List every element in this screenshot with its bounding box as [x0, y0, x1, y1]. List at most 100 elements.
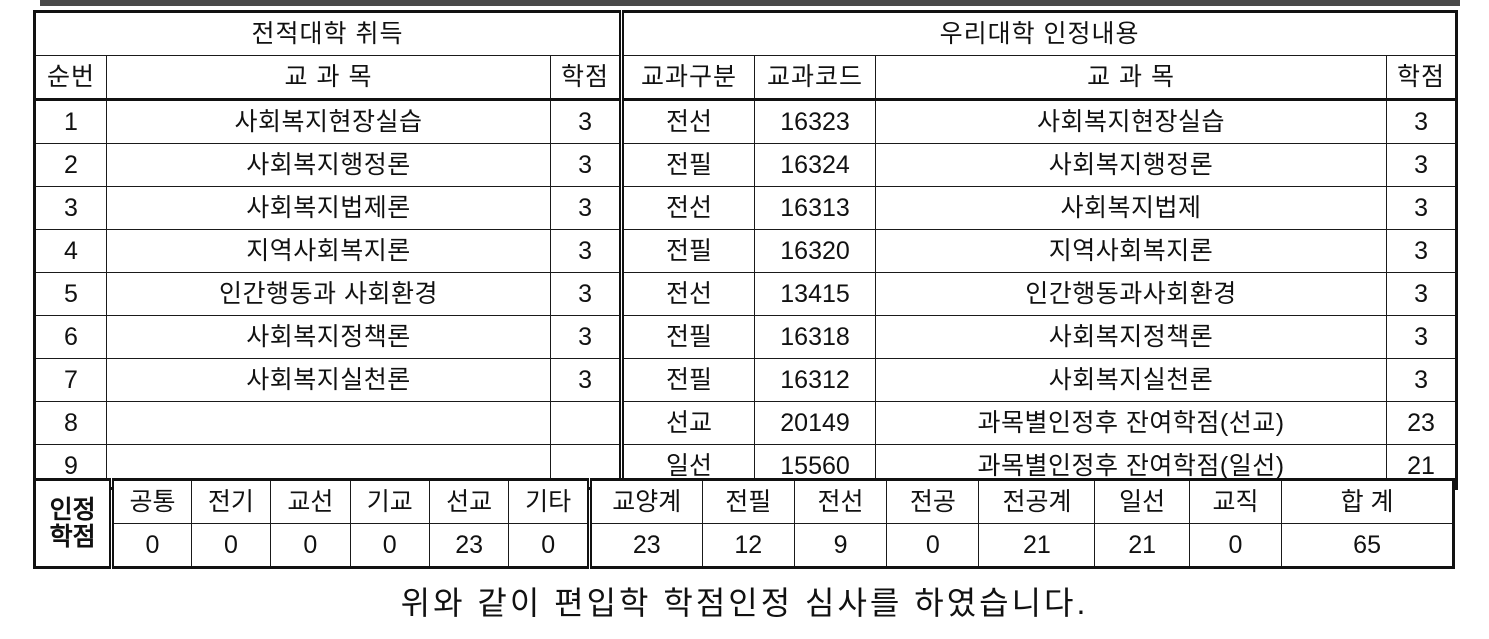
- summary-header-gigyo: 기교: [349, 478, 430, 524]
- cell-left-subject: 인간행동과 사회환경: [106, 272, 551, 316]
- cell-left-subject: 지역사회복지론: [106, 229, 551, 273]
- summary-row-label: 인정 학점: [32, 478, 115, 568]
- summary-value-gongtong: 0: [109, 523, 192, 569]
- summary-value-jeongi: 0: [190, 523, 272, 569]
- summary-value-seongyo: 23: [428, 523, 510, 569]
- summary-header-ilseon: 일선: [1094, 478, 1190, 524]
- cell-right-subject: 사회복지행정론: [875, 143, 1388, 187]
- cell-right-subject: 과목별인정후 잔여학점(선교): [875, 401, 1388, 445]
- cell-left-subject: 사회복지법제론: [106, 186, 551, 230]
- cell-right-subject: 사회복지정책론: [875, 315, 1388, 359]
- summary-header-seongyo: 선교: [428, 478, 510, 524]
- column-header-category: 교과구분: [619, 55, 756, 100]
- cell-right-subject: 사회복지실천론: [875, 358, 1388, 402]
- cell-left-subject: 사회복지정책론: [106, 315, 551, 359]
- cell-seq: 6: [33, 315, 107, 359]
- cell-right-credit: 3: [1386, 229, 1459, 273]
- column-header-code: 교과코드: [754, 55, 877, 100]
- cell-left-credit: 3: [549, 315, 625, 359]
- summary-value-gita: 0: [508, 523, 592, 569]
- summary-header-jeongong: 전공: [886, 478, 980, 524]
- cell-left-credit: 3: [549, 143, 625, 187]
- summary-header-total: 합 계: [1281, 478, 1455, 524]
- column-header-left-subject: 교 과 목: [106, 55, 551, 100]
- cell-seq: 4: [33, 229, 107, 273]
- cell-right-credit: 3: [1386, 315, 1459, 359]
- table-row: 3 사회복지법제론 3 전선 16313 사회복지법제 3: [33, 186, 1459, 230]
- cell-seq: 7: [33, 358, 107, 402]
- cell-right-credit: 3: [1386, 143, 1459, 187]
- cell-code: 13415: [754, 272, 877, 316]
- cell-right-credit: 3: [1386, 98, 1459, 144]
- summary-value-ilseon: 21: [1094, 523, 1190, 569]
- cell-code: 16318: [754, 315, 877, 359]
- cell-left-subject: [106, 401, 551, 445]
- cell-right-subject: 지역사회복지론: [875, 229, 1388, 273]
- summary-value-gyojik: 0: [1188, 523, 1283, 569]
- summary-header-row: 인정 학점 공통 전기 교선 기교 선교 기타 교양계 전필 전선 전공 전공계…: [32, 478, 1455, 568]
- cell-code: 16324: [754, 143, 877, 187]
- group-title-row: 전적대학 취득 우리대학 인정내용: [32, 10, 1459, 56]
- column-header-seq: 순번: [33, 55, 107, 100]
- summary-header-gyoyanggye: 교양계: [586, 478, 703, 524]
- summary-value-gigyo: 0: [349, 523, 430, 569]
- summary-value-row: 0 0 0 0 23 0 23 12 9 0 21 21 0 65: [35, 523, 1455, 569]
- cell-right-credit: 3: [1386, 272, 1459, 316]
- footer-note: 위와 같이 편입학 학점인정 심사를 하였습니다.: [400, 585, 1089, 621]
- cell-code: 16313: [754, 186, 877, 230]
- summary-header-jeonggonggye: 전공계: [978, 478, 1096, 524]
- cell-category: 전필: [619, 229, 756, 273]
- cell-right-subject: 인간행동과사회환경: [875, 272, 1388, 316]
- left-group-title: 전적대학 취득: [32, 10, 625, 56]
- cell-seq: 2: [33, 143, 107, 187]
- summary-header-gita: 기타: [508, 478, 592, 524]
- cell-left-credit: 3: [549, 229, 625, 273]
- cell-seq: 3: [33, 186, 107, 230]
- cell-left-subject: 사회복지실천론: [106, 358, 551, 402]
- summary-header-jeongi: 전기: [190, 478, 272, 524]
- cell-seq: 1: [33, 98, 107, 144]
- cell-code: 16312: [754, 358, 877, 402]
- summary-value-jeonpil: 12: [701, 523, 795, 569]
- cell-left-subject: 사회복지현장실습: [106, 98, 551, 144]
- cell-right-subject: 사회복지법제: [875, 186, 1388, 230]
- summary-value-gyoseon: 0: [270, 523, 351, 569]
- table-row: 2 사회복지행정론 3 전필 16324 사회복지행정론 3: [33, 143, 1459, 187]
- cell-category: 전선: [619, 98, 756, 144]
- cell-category: 전선: [619, 186, 756, 230]
- summary-label-line2: 학점: [49, 522, 96, 551]
- table-row: 7 사회복지실천론 3 전필 16312 사회복지실천론 3: [33, 358, 1459, 402]
- table-row: 6 사회복지정책론 3 전필 16318 사회복지정책론 3: [33, 315, 1459, 359]
- summary-header-gyoseon: 교선: [270, 478, 351, 524]
- table-row: 1 사회복지현장실습 3 전선 16323 사회복지현장실습 3: [33, 98, 1459, 144]
- cell-left-subject: 사회복지행정론: [106, 143, 551, 187]
- cell-category: 전필: [619, 358, 756, 402]
- cell-code: 16323: [754, 98, 877, 144]
- column-header-right-credit: 학점: [1386, 55, 1459, 100]
- cell-category: 선교: [619, 401, 756, 445]
- table-row: 4 지역사회복지론 3 전필 16320 지역사회복지론 3: [33, 229, 1459, 273]
- cell-left-credit: 3: [549, 272, 625, 316]
- cell-seq: 8: [33, 401, 107, 445]
- cell-right-subject: 사회복지현장실습: [875, 98, 1388, 144]
- scan-edge-artifact: [40, 0, 1460, 6]
- cell-right-credit: 3: [1386, 358, 1459, 402]
- summary-header-gyojik: 교직: [1188, 478, 1283, 524]
- cell-category: 전선: [619, 272, 756, 316]
- summary-value-gyoyanggye: 23: [586, 523, 703, 569]
- column-header-right-subject: 교 과 목: [875, 55, 1388, 100]
- table-row: 5 인간행동과 사회환경 3 전선 13415 인간행동과사회환경 3: [33, 272, 1459, 316]
- recognized-credits-summary-table: 인정 학점 공통 전기 교선 기교 선교 기타 교양계 전필 전선 전공 전공계…: [32, 478, 1455, 569]
- summary-header-jeonpil: 전필: [701, 478, 795, 524]
- cell-left-credit: [549, 401, 625, 445]
- summary-header-jeonseon: 전선: [793, 478, 888, 524]
- summary-label-line1: 인정: [49, 496, 96, 525]
- right-group-title: 우리대학 인정내용: [619, 10, 1459, 56]
- cell-code: 20149: [754, 401, 877, 445]
- cell-category: 전필: [619, 143, 756, 187]
- cell-category: 전필: [619, 315, 756, 359]
- credit-recognition-table: 전적대학 취득 우리대학 인정내용 순번 교 과 목 학점 교과구분 교과코드 …: [32, 10, 1459, 490]
- summary-value-total: 65: [1281, 523, 1455, 569]
- cell-left-credit: 3: [549, 98, 625, 144]
